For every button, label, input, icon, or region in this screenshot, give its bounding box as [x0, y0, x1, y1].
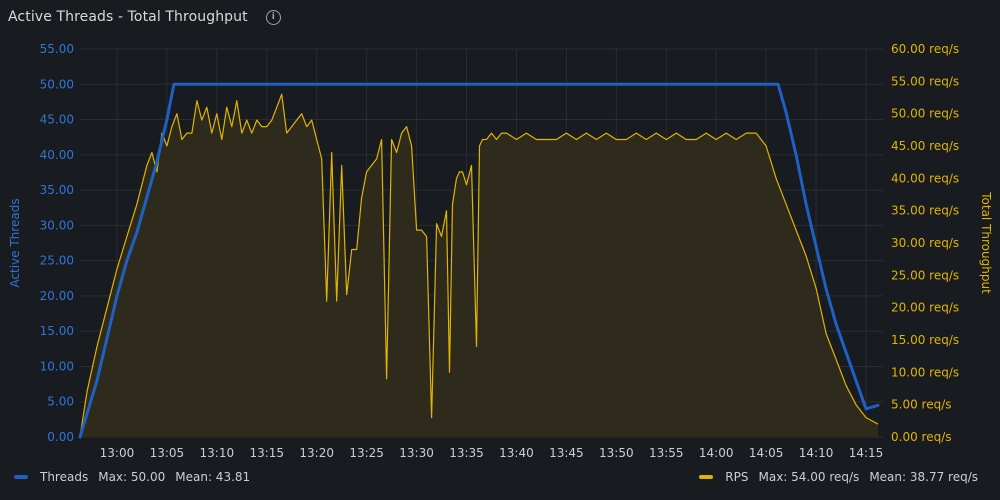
legend-rps-mean: Mean: 38.77 req/s — [869, 470, 978, 484]
threads-line[interactable] — [78, 82, 880, 439]
left-tick-label: 35.00 — [40, 183, 74, 197]
rps-line[interactable] — [79, 93, 879, 438]
right-tick-label: 0.00 req/s — [891, 430, 952, 444]
right-axis-label: Total Throughput — [979, 191, 993, 294]
right-tick-label: 50.00 req/s — [891, 107, 959, 121]
rps-area — [80, 94, 878, 438]
right-tick-label: 20.00 req/s — [891, 301, 959, 315]
right-tick-label: 5.00 req/s — [891, 398, 952, 412]
x-tick-label: 13:30 — [399, 446, 434, 460]
legend-rps-swatch — [699, 475, 714, 479]
x-tick-label: 13:15 — [249, 446, 284, 460]
threads-series-layer — [78, 82, 880, 439]
right-tick-label: 10.00 req/s — [891, 365, 959, 379]
x-tick-label: 14:05 — [749, 446, 784, 460]
x-axis-ticks: 13:00 13:05 13:10 13:15 13:20 13:25 13:30 13:35… — [100, 446, 884, 460]
x-tick-label: 13:50 — [599, 446, 634, 460]
right-tick-label: 25.00 req/s — [891, 268, 959, 282]
panel-header: Active Threads - Total Throughput i — [8, 6, 281, 28]
x-tick-label: 14:10 — [799, 446, 834, 460]
legend-threads-mean: Mean: 43.81 — [175, 470, 251, 484]
x-tick-label: 13:00 — [100, 446, 135, 460]
x-tick-label: 13:10 — [200, 446, 235, 460]
left-tick-label: 30.00 — [40, 218, 74, 232]
legend-rps-max: Max: 54.00 req/s — [758, 470, 860, 484]
right-tick-label: 30.00 req/s — [891, 236, 959, 250]
left-tick-label: 15.00 — [40, 324, 74, 338]
left-tick-label: 0.00 — [47, 430, 74, 444]
left-tick-label: 40.00 — [40, 148, 74, 162]
left-tick-label: 55.00 — [40, 42, 74, 56]
info-icon[interactable]: i — [265, 9, 281, 25]
left-axis-label: Active Threads — [8, 198, 22, 287]
left-tick-label: 10.00 — [40, 359, 74, 373]
left-tick-label: 50.00 — [40, 77, 74, 91]
right-axis-ticks: 0.00 req/s 5.00 req/s 10.00 req/s 15.00 req… — [891, 42, 959, 444]
left-tick-label: 20.00 — [40, 289, 74, 303]
x-tick-label: 14:00 — [699, 446, 734, 460]
right-tick-label: 55.00 req/s — [891, 74, 959, 88]
right-tick-label: 35.00 req/s — [891, 204, 959, 218]
left-tick-label: 45.00 — [40, 113, 74, 127]
legend-threads-label: Threads — [40, 470, 89, 484]
legend-rps[interactable]: RPS Max: 54.00 req/s Mean: 38.77 req/s — [699, 468, 978, 486]
x-tick-label: 13:05 — [150, 446, 185, 460]
x-tick-label: 13:45 — [549, 446, 584, 460]
legend-threads-swatch — [14, 475, 28, 479]
rps-series-layer — [79, 93, 879, 438]
x-tick-label: 13:55 — [649, 446, 684, 460]
legend-threads[interactable]: Threads Max: 50.00 Mean: 43.81 — [14, 468, 250, 486]
left-axis-ticks: 0.00 5.00 10.00 15.00 20.00 25.00 30.00 35.00 40… — [40, 42, 74, 444]
panel-title[interactable]: Active Threads - Total Throughput — [8, 9, 248, 25]
x-tick-label: 13:25 — [349, 446, 384, 460]
x-tick-label: 14:15 — [849, 446, 884, 460]
right-tick-label: 15.00 req/s — [891, 333, 959, 347]
left-tick-label: 5.00 — [47, 395, 74, 409]
x-tick-label: 13:20 — [299, 446, 334, 460]
right-tick-label: 60.00 req/s — [891, 42, 959, 56]
legend-rps-label: RPS — [725, 470, 749, 484]
right-tick-label: 40.00 req/s — [891, 171, 959, 185]
right-tick-label: 45.00 req/s — [891, 139, 959, 153]
x-tick-label: 13:40 — [499, 446, 534, 460]
left-tick-label: 25.00 — [40, 254, 74, 268]
legend-threads-max: Max: 50.00 — [98, 470, 166, 484]
x-tick-label: 13:35 — [449, 446, 484, 460]
